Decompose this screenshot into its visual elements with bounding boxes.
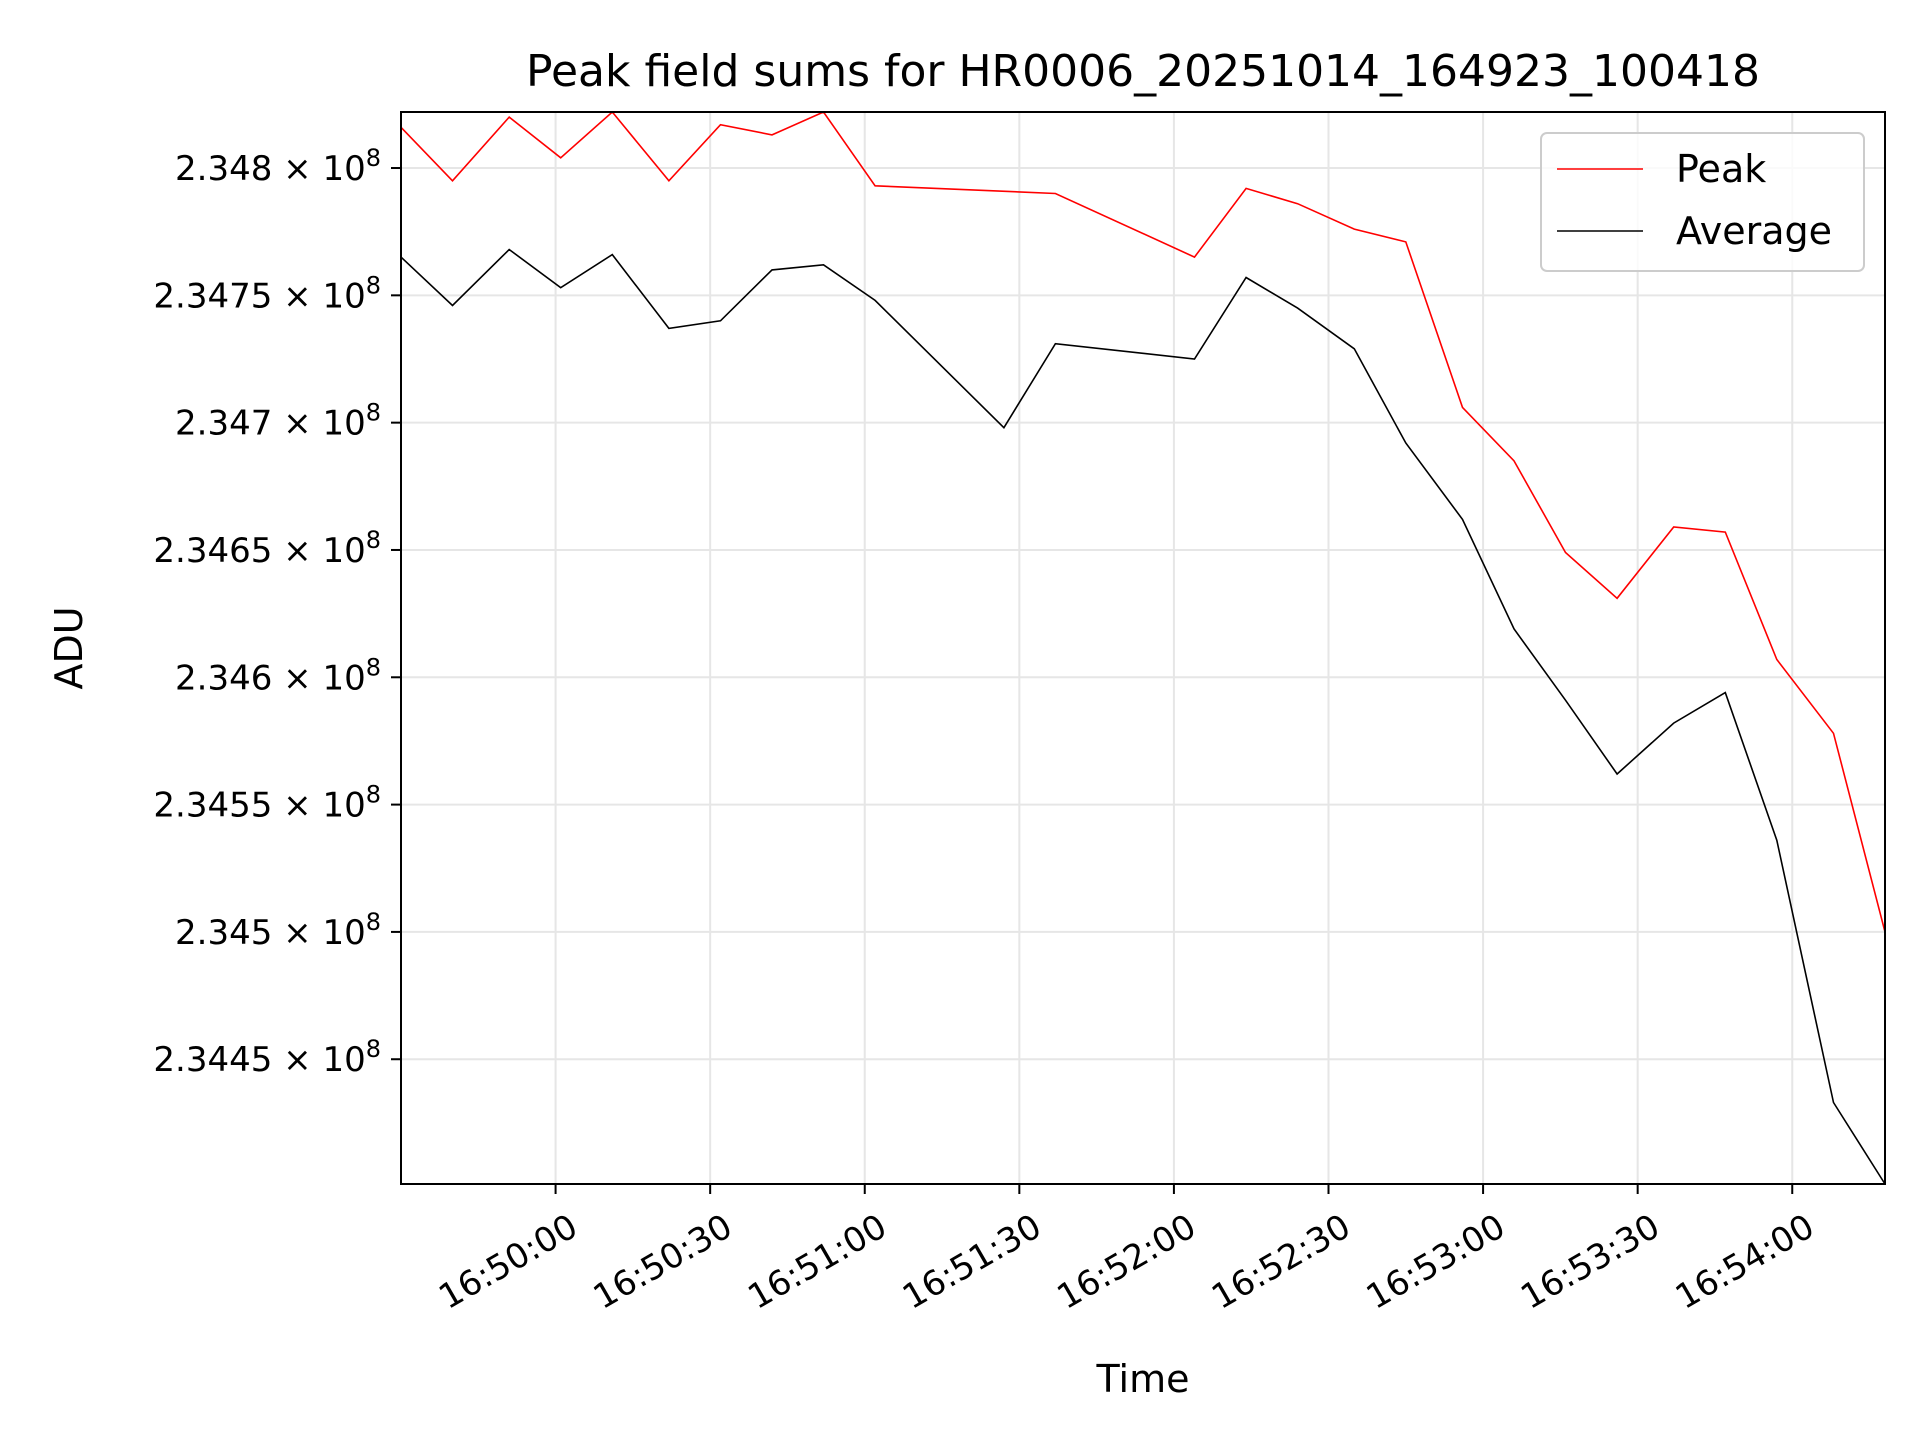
legend-label-average: Average	[1676, 209, 1832, 253]
y-tick-times: × 10	[272, 531, 365, 571]
y-tick-exponent: 8	[366, 399, 381, 427]
y-tick-label: 2.3475 × 108	[153, 271, 381, 316]
y-tick-label: 2.346 × 108	[175, 653, 381, 698]
y-tick-mantissa: 2.346	[175, 658, 272, 698]
series-line-average	[400, 248, 1886, 1185]
y-tick-label: 2.348 × 108	[175, 144, 381, 189]
y-tick-times: × 10	[272, 1040, 365, 1080]
y-tick-mantissa: 2.348	[175, 149, 272, 189]
grid	[401, 112, 1885, 1184]
y-tick-mantissa: 2.345	[175, 913, 272, 953]
y-axis-label: ADU	[47, 606, 91, 689]
chart-title: Peak field sums for HR0006_20251014_1649…	[526, 46, 1760, 97]
y-tick-label: 2.3445 × 108	[153, 1035, 381, 1080]
y-tick-mantissa: 2.3455	[153, 786, 272, 826]
y-tick-mantissa: 2.347	[175, 404, 272, 444]
y-tick-label: 2.3465 × 108	[153, 526, 381, 571]
plot-area-frame	[400, 111, 1886, 1185]
legend-box	[1540, 132, 1865, 272]
legend-label-peak: Peak	[1676, 147, 1766, 191]
y-tick-exponent: 8	[366, 1035, 381, 1063]
y-tick-exponent: 8	[366, 653, 381, 681]
y-tick-times: × 10	[272, 786, 365, 826]
y-tick-times: × 10	[272, 658, 365, 698]
y-tick-times: × 10	[272, 149, 365, 189]
y-tick-exponent: 8	[366, 526, 381, 554]
legend: Peak Average	[1540, 132, 1865, 272]
y-tick-exponent: 8	[366, 144, 381, 172]
y-tick-mantissa: 2.3475	[153, 276, 272, 316]
y-tick-exponent: 8	[366, 908, 381, 936]
y-tick-exponent: 8	[366, 781, 381, 809]
y-tick-exponent: 8	[366, 271, 381, 299]
y-tick-label: 2.345 × 108	[175, 908, 381, 953]
y-tick-times: × 10	[272, 404, 365, 444]
y-tick-times: × 10	[272, 276, 365, 316]
y-tick-mantissa: 2.3445	[153, 1040, 272, 1080]
x-axis-label: Time	[1096, 1357, 1190, 1401]
y-tick-times: × 10	[272, 913, 365, 953]
y-tick-label: 2.3455 × 108	[153, 781, 381, 826]
y-tick-mantissa: 2.3465	[153, 531, 272, 571]
y-tick-label: 2.347 × 108	[175, 399, 381, 444]
